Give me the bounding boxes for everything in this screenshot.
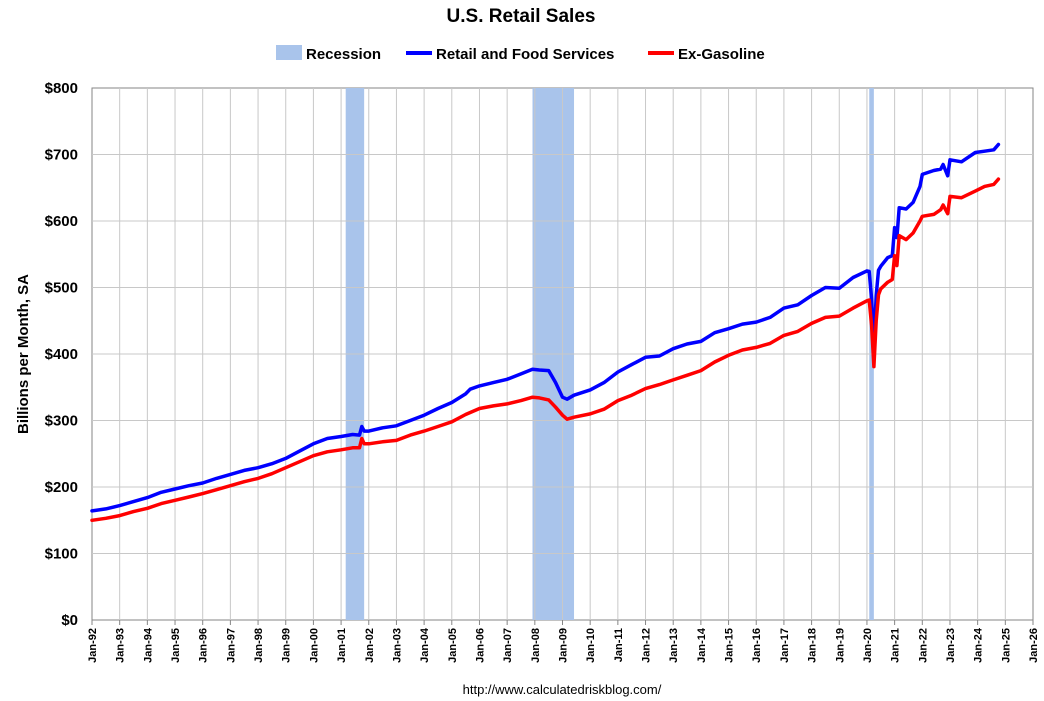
x-tick-label: Jan-96	[198, 628, 210, 663]
y-tick-label: $400	[45, 346, 78, 363]
y-tick-label: $100	[45, 546, 78, 563]
legend-label-ex-gasoline: Ex-Gasoline	[678, 46, 765, 63]
x-axis-ticks: Jan-92 Jan-93 Jan-94 Jan-95 Jan-96 Jan-97 Jan-…	[87, 620, 1040, 663]
source-url: http://www.calculatedriskblog.com/	[463, 682, 662, 697]
x-tick-label: Jan-21	[890, 628, 902, 663]
x-tick-label: Jan-20	[862, 628, 874, 663]
y-tick-label: $700	[45, 147, 78, 164]
x-tick-label: Jan-22	[917, 628, 929, 663]
x-tick-label: Jan-10	[585, 628, 597, 663]
y-tick-label: $600	[45, 213, 78, 230]
x-tick-label: Jan-97	[225, 628, 237, 663]
y-tick-label: $200	[45, 479, 78, 496]
series-line-retail-and-food-services	[90, 142, 1001, 513]
x-tick-label: Jan-98	[253, 628, 265, 663]
series-lines	[90, 142, 1001, 523]
legend: Recession Retail and Food Services Ex-Ga…	[276, 45, 765, 63]
x-tick-label: Jan-08	[530, 628, 542, 663]
x-tick-label: Jan-15	[724, 628, 736, 663]
y-tick-label: $0	[61, 612, 78, 629]
x-tick-label: Jan-16	[751, 628, 763, 663]
legend-swatch-recession	[276, 45, 302, 60]
x-tick-label: Jan-26	[1028, 628, 1040, 663]
x-tick-label: Jan-25	[1000, 628, 1012, 663]
x-tick-label: Jan-95	[170, 628, 182, 663]
x-tick-label: Jan-06	[474, 628, 486, 663]
x-tick-label: Jan-01	[336, 628, 348, 663]
x-tick-label: Jan-13	[668, 628, 680, 663]
series-line-ex-gasoline	[90, 177, 1001, 523]
x-tick-label: Jan-94	[142, 627, 154, 663]
x-tick-label: Jan-17	[779, 628, 791, 663]
x-tick-label: Jan-18	[807, 628, 819, 663]
x-tick-label: Jan-19	[834, 628, 846, 663]
x-tick-label: Jan-12	[641, 628, 653, 663]
x-tick-label: Jan-03	[391, 628, 403, 663]
y-axis-label: Billions per Month, SA	[15, 274, 32, 434]
x-tick-label: Jan-24	[973, 627, 985, 663]
y-tick-label: $300	[45, 413, 78, 430]
horizontal-gridlines	[92, 154, 1033, 554]
x-tick-label: Jan-04	[419, 627, 431, 663]
x-tick-label: Jan-92	[87, 628, 99, 663]
x-tick-label: Jan-07	[502, 628, 514, 663]
y-axis-ticks: $0 $100 $200 $300 $400 $500 $600 $700 $800	[45, 80, 78, 629]
y-tick-label: $800	[45, 80, 78, 97]
x-tick-label: Jan-11	[613, 628, 625, 662]
legend-label-retail: Retail and Food Services	[436, 46, 614, 63]
x-tick-label: Jan-23	[945, 628, 957, 663]
chart-title: U.S. Retail Sales	[447, 6, 596, 27]
x-tick-label: Jan-93	[115, 628, 127, 663]
legend-label-recession: Recession	[306, 46, 381, 63]
x-tick-label: Jan-09	[558, 628, 570, 663]
y-tick-label: $500	[45, 280, 78, 297]
x-tick-label: Jan-00	[308, 628, 320, 663]
x-tick-label: Jan-05	[447, 628, 459, 663]
x-tick-label: Jan-14	[696, 627, 708, 663]
x-tick-label: Jan-99	[281, 628, 293, 663]
x-tick-label: Jan-02	[364, 628, 376, 663]
